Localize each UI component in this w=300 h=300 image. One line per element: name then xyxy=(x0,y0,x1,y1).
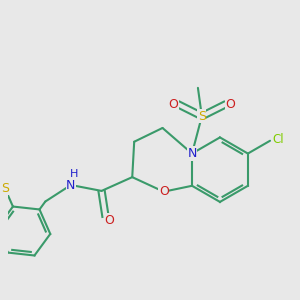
Text: S: S xyxy=(198,110,206,123)
Text: O: O xyxy=(225,98,235,111)
Text: N: N xyxy=(187,147,197,160)
Text: O: O xyxy=(159,185,169,198)
Text: S: S xyxy=(1,182,9,195)
Text: N: N xyxy=(66,178,76,191)
Text: H: H xyxy=(69,169,78,179)
Text: O: O xyxy=(104,214,114,227)
Text: Cl: Cl xyxy=(273,134,284,146)
Text: O: O xyxy=(169,98,178,111)
